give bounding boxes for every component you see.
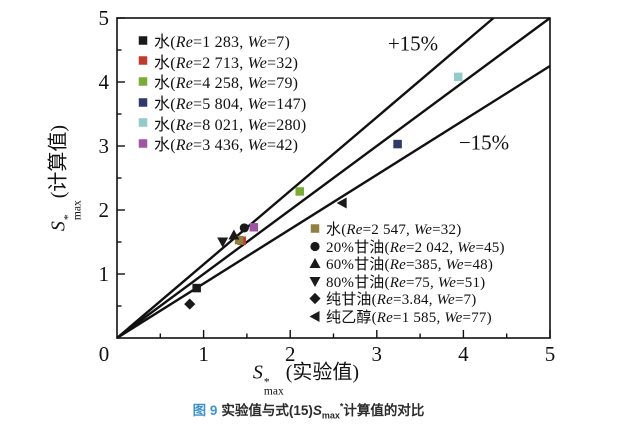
caption-symbol-sup: * <box>339 401 344 412</box>
svg-text:5: 5 <box>99 6 110 30</box>
legend-item-label: 水(Re=3 436, We=42) <box>154 137 299 155</box>
svg-text:4: 4 <box>99 70 110 94</box>
square-marker-icon <box>135 116 151 129</box>
legend-item: 水(Re=3 436, We=42) <box>135 133 306 154</box>
square-marker-icon <box>135 54 151 67</box>
legend-item: 水(Re=5 804, We=147) <box>135 92 306 113</box>
square-marker-icon <box>307 222 323 235</box>
svg-text:1: 1 <box>99 262 110 286</box>
legend-item: 水(Re=8 021, We=280) <box>135 112 307 134</box>
figure-caption: 图 9 实验值与式(15)Smax*计算值的对比 <box>0 399 617 421</box>
square-marker-icon <box>135 96 151 109</box>
triangle-left-marker-icon <box>307 310 323 323</box>
legend-item-label: 水(Re=2 713, We=32) <box>154 54 299 72</box>
svg-text:5: 5 <box>545 342 556 366</box>
minus-15-percent-annotation: −15% <box>458 130 510 155</box>
caption-symbol-sub: max <box>321 410 340 421</box>
caption-text-before: 实验值与式(15) <box>221 403 313 418</box>
legend-item: 水(Re=1 283, We=7) <box>135 30 306 51</box>
x-axis-label-text: (实验值) <box>285 361 360 384</box>
square-marker-icon <box>135 34 151 47</box>
square-marker-icon <box>135 137 151 150</box>
legend-item: 纯乙醇(Re=1 585, We=77) <box>307 308 505 326</box>
x-axis-label: S * max (实验值) <box>252 356 360 398</box>
y-axis-supsub: * max <box>62 200 84 221</box>
triangle-up-marker-icon <box>307 257 323 270</box>
svg-text:3: 3 <box>372 342 383 366</box>
x-axis-symbol: S <box>252 361 263 384</box>
legend-item-label: 纯甘油(Re=3.84, We=7) <box>326 292 477 309</box>
legend-item: 水(Re=4 258, We=79) <box>135 71 306 92</box>
svg-text:2: 2 <box>99 198 110 222</box>
legend-item-label: 水(Re=1 283, We=7) <box>154 34 290 52</box>
legend-item: 60%甘油(Re=385, We=48) <box>307 255 505 273</box>
caption-symbol: S <box>312 403 322 418</box>
legend-item-label: 水(Re=4 258, We=79) <box>154 75 299 93</box>
y-axis-symbol: S <box>47 221 70 232</box>
legend-item-label: 水(Re=2 547, We=32) <box>326 222 462 239</box>
square-marker-icon <box>135 75 151 88</box>
legend-item-label: 80%甘油(Re=75, We=51) <box>326 274 486 291</box>
svg-text:0: 0 <box>99 342 110 366</box>
circle-marker-icon <box>307 240 323 253</box>
legend-item-label: 纯乙醇(Re=1 585, We=77) <box>326 309 492 326</box>
legend-water-group: 水(Re=1 283, We=7) 水(Re=2 713, We=32) 水(Re=… <box>135 30 306 154</box>
plus-15-percent-annotation: +15% <box>387 31 439 56</box>
y-axis-label-text: (计算值) <box>47 124 70 199</box>
svg-text:3: 3 <box>99 134 110 158</box>
legend-item: 20%甘油(Re=2 042, We=45) <box>307 238 505 256</box>
legend-item-label: 20%甘油(Re=2 042, We=45) <box>326 239 505 256</box>
legend-item: 80%甘油(Re=75, We=51) <box>307 273 505 291</box>
diamond-marker-icon <box>307 292 323 305</box>
svg-text:2: 2 <box>285 342 296 366</box>
svg-text:1: 1 <box>198 342 209 366</box>
svg-text:4: 4 <box>458 342 469 366</box>
legend-item-label: 60%甘油(Re=385, We=48) <box>326 257 494 274</box>
legend-item-label: 水(Re=5 804, We=147) <box>154 96 307 114</box>
legend-item: 纯甘油(Re=3.84, We=7) <box>307 290 505 308</box>
triangle-down-marker-icon <box>307 275 323 288</box>
caption-text-after: 计算值的对比 <box>343 403 425 418</box>
legend-item-label: 水(Re=8 021, We=280) <box>154 116 307 134</box>
legend-glycerol-group: 水(Re=2 547, We=32) 20%甘油(Re=2 042, We=45)… <box>307 220 505 326</box>
x-axis-supsub: * max <box>263 376 284 398</box>
legend-item: 水(Re=2 547, We=32) <box>307 220 505 238</box>
legend-item: 水(Re=2 713, We=32) <box>135 51 306 72</box>
figure-number: 图 9 <box>192 403 218 418</box>
y-axis-label: S * max (计算值) <box>42 124 84 232</box>
